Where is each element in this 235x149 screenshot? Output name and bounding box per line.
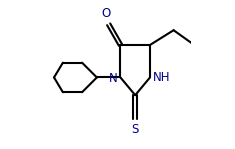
Text: S: S [132, 123, 139, 136]
Text: O: O [101, 7, 110, 20]
Text: NH: NH [153, 71, 170, 84]
Text: N: N [109, 72, 118, 85]
